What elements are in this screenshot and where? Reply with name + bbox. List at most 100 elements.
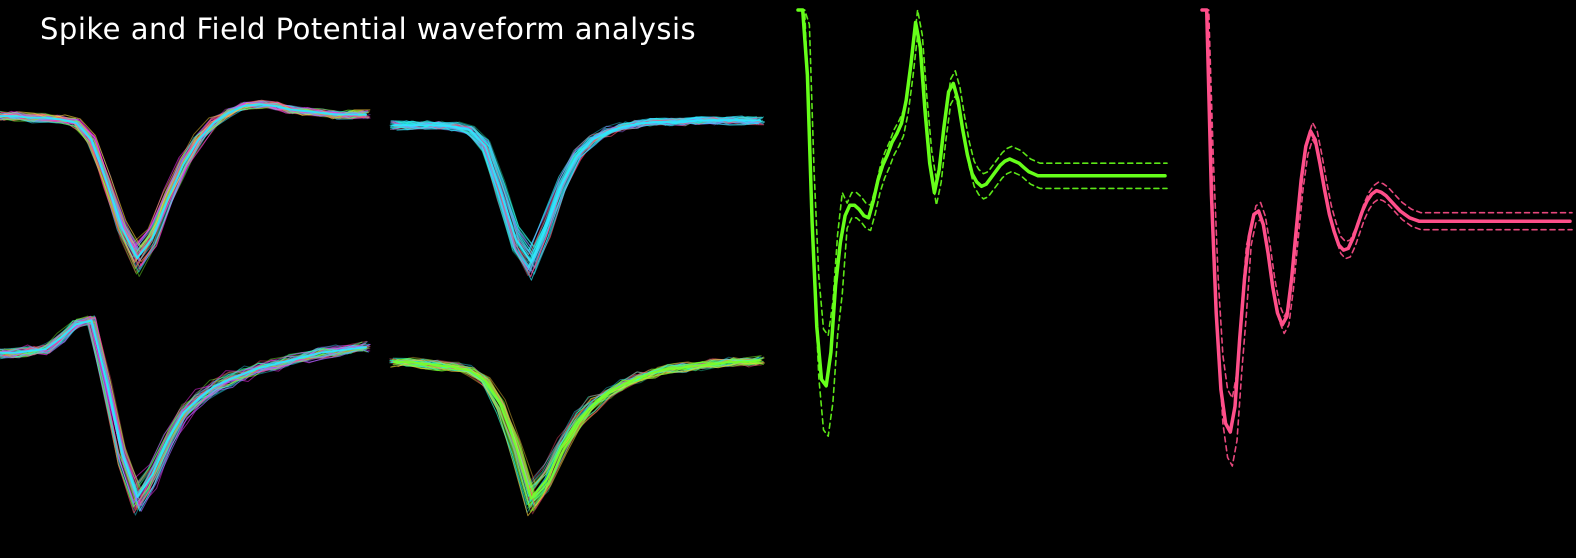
spike-trace (397, 116, 764, 269)
field-potential-green-panel (796, 8, 1168, 437)
spike-trace (397, 357, 765, 502)
lfp-upper-bound (1203, 9, 1573, 399)
spike-trace (395, 359, 763, 512)
spike-trace (396, 361, 764, 498)
spike-trace (0, 100, 363, 246)
spike-trace (3, 100, 371, 262)
spike-trace (0, 315, 366, 499)
spike-trace (394, 116, 762, 273)
spike-trace (392, 116, 760, 272)
spike-trace (390, 117, 758, 271)
spike-trace (396, 116, 764, 247)
spike-cluster-4-panel (389, 355, 765, 517)
spike-trace (395, 116, 763, 251)
spike-mean-trace (0, 103, 367, 260)
spike-trace (391, 116, 759, 270)
spike-trace (1, 99, 369, 268)
spike-trace (396, 116, 764, 248)
spike-trace (395, 358, 763, 506)
spike-trace (2, 104, 369, 248)
spike-trace (1, 316, 369, 492)
spike-trace (0, 100, 365, 273)
spike-trace (2, 102, 370, 261)
spike-trace (0, 101, 368, 254)
spike-trace (396, 358, 764, 499)
spike-trace (393, 118, 761, 281)
spike-trace (394, 116, 762, 263)
spike-trace (1, 103, 368, 273)
spike-cluster-3-panel (0, 315, 371, 516)
spike-trace (396, 358, 764, 507)
spike-trace (0, 102, 365, 270)
spike-trace (390, 117, 758, 268)
spike-trace (390, 117, 758, 268)
lfp-lower-bound (1203, 9, 1573, 467)
lfp-upper-bound (799, 9, 1168, 337)
spike-trace (3, 104, 371, 263)
spike-trace (390, 117, 758, 269)
field-potential-pink-panel (1200, 8, 1573, 467)
spike-trace (390, 116, 758, 270)
spike-trace (395, 116, 763, 259)
spike-trace (396, 119, 764, 275)
spike-trace (391, 118, 759, 262)
spike-trace (393, 117, 761, 264)
spike-trace (397, 116, 765, 259)
spike-trace (2, 101, 370, 253)
spike-trace (392, 116, 760, 272)
spike-trace (397, 117, 765, 263)
spike-trace (0, 103, 366, 275)
lfp-mean-trace (1200, 8, 1572, 434)
spike-trace (1, 101, 369, 270)
spike-trace (389, 117, 757, 263)
spike-trace (392, 117, 760, 277)
lfp-lower-bound (799, 9, 1168, 437)
spike-trace (2, 100, 370, 270)
spike-trace (394, 359, 762, 515)
spike-trace (391, 116, 759, 256)
spike-trace (3, 317, 371, 512)
spike-trace (397, 117, 765, 269)
spike-trace (3, 102, 371, 248)
spike-trace (0, 322, 363, 504)
spike-trace (3, 101, 371, 267)
spike-trace (392, 117, 760, 256)
spike-trace (390, 117, 758, 270)
spike-trace (392, 117, 760, 247)
spike-trace (389, 116, 757, 272)
spike-trace (1, 99, 369, 277)
spike-cluster-1-panel (0, 99, 371, 277)
spike-trace (393, 116, 761, 278)
spike-trace (396, 357, 764, 508)
spike-trace (397, 118, 765, 258)
spike-trace (0, 322, 364, 479)
spike-trace (390, 117, 758, 253)
spike-trace (390, 117, 757, 276)
spike-mean-trace (0, 319, 367, 499)
spike-trace (393, 117, 761, 274)
spike-trace (391, 116, 759, 274)
spike-trace (394, 117, 762, 254)
spike-trace (396, 116, 764, 260)
page-title: Spike and Field Potential waveform analy… (40, 12, 697, 46)
spike-trace (397, 117, 765, 249)
spike-mean-trace (393, 119, 761, 264)
spike-trace (391, 358, 758, 485)
spike-trace (391, 116, 759, 271)
spike-trace (3, 102, 371, 255)
spike-trace (397, 358, 765, 498)
spike-trace (2, 101, 370, 253)
spike-trace (0, 104, 367, 259)
spike-trace (396, 359, 764, 501)
spike-trace (390, 117, 758, 256)
spike-trace (390, 116, 757, 265)
spike-trace (396, 117, 763, 257)
spike-mean-trace (393, 359, 761, 500)
spike-trace (0, 101, 365, 268)
lfp-mean-trace (796, 8, 1167, 388)
spike-trace (1, 102, 369, 262)
spike-trace (0, 103, 366, 259)
spike-trace (0, 102, 368, 258)
spike-trace (392, 116, 760, 268)
